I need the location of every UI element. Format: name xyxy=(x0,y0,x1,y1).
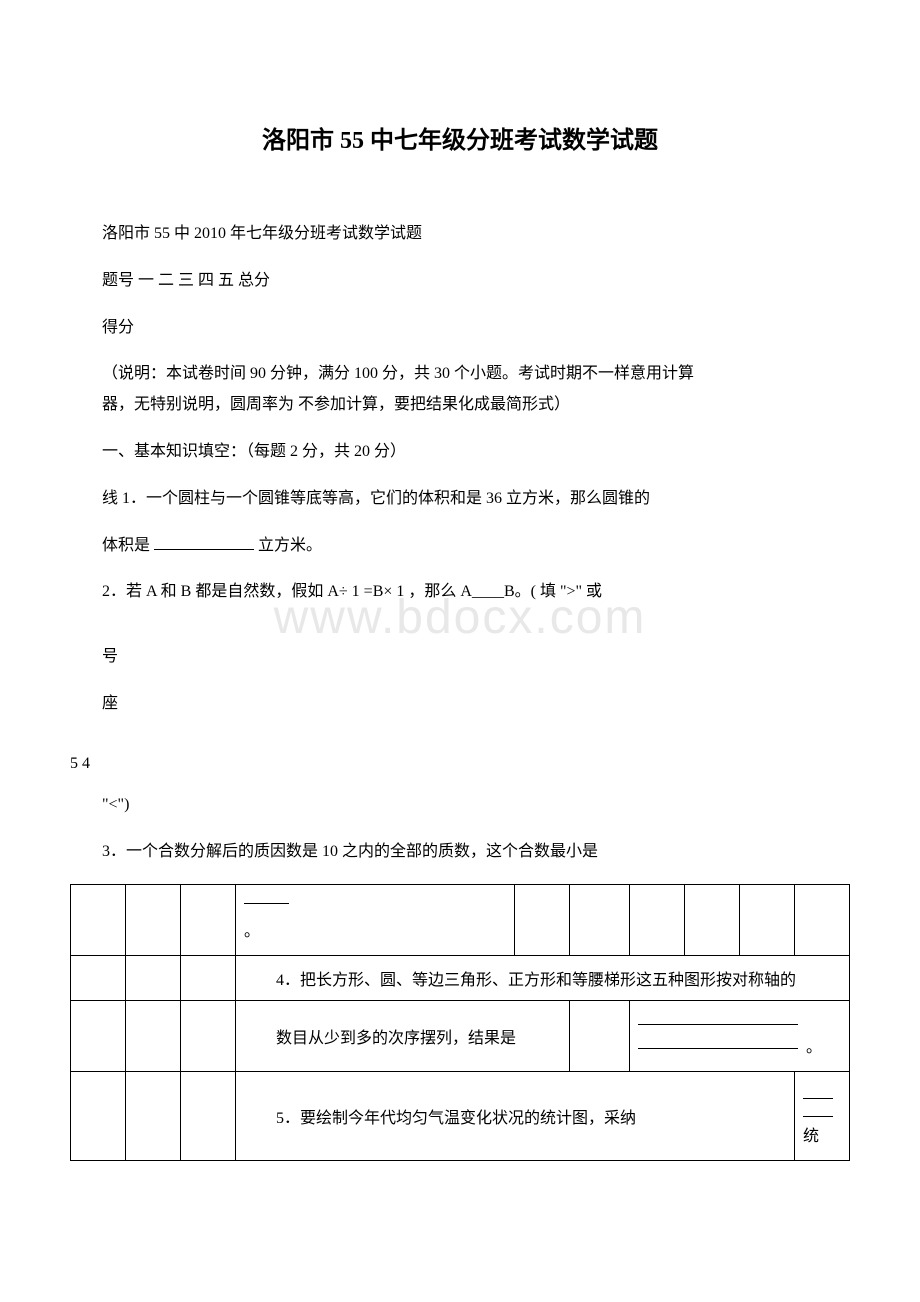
subtitle: 洛阳市 55 中 2010 年七年级分班考试数学试题 xyxy=(70,220,850,249)
table-cell-blank xyxy=(71,885,126,956)
table-cell-blank xyxy=(181,1072,236,1161)
period: 。 xyxy=(244,923,260,940)
table-cell-blank xyxy=(71,1001,126,1072)
table-cell-blank xyxy=(570,885,630,956)
q1-line2: 体积是 立方米。 xyxy=(70,532,850,561)
table-cell-q4-c: 。 xyxy=(630,1001,850,1072)
q5-blank xyxy=(803,1098,833,1099)
side-text-1: 号 xyxy=(70,643,850,672)
table-cell-q3-answer: 。 xyxy=(236,885,515,956)
table-cell-blank xyxy=(685,885,740,956)
table-cell-q5-b: 统 xyxy=(795,1072,850,1161)
q1-blank xyxy=(154,549,254,550)
table-cell-q4: 4．把长方形、圆、等边三角形、正方形和等腰梯形这五种图形按对称轴的 xyxy=(236,956,850,1001)
table-row: 5．要绘制今年代均匀气温变化状况的统计图，采纳 统 xyxy=(71,1072,850,1161)
table-cell-q4-a: 数目从少到多的次序摆列，结果是 xyxy=(236,1001,570,1072)
table-cell-blank xyxy=(181,885,236,956)
score-header: 题号 一 二 三 四 五 总分 xyxy=(70,267,850,296)
table-cell-blank xyxy=(181,1001,236,1072)
table-cell-blank xyxy=(71,956,126,1001)
instruction-line1: （说明：本试卷时间 90 分钟，满分 100 分，共 30 个小题。考试时期不一… xyxy=(70,360,850,389)
table-cell-blank xyxy=(126,1072,181,1161)
q1-line2-post: 立方米。 xyxy=(254,537,322,554)
table-cell-blank xyxy=(630,885,685,956)
table-cell-blank xyxy=(740,885,795,956)
side-text-3: 5 4 xyxy=(70,755,850,773)
document-content: 洛阳市 55 中七年级分班考试数学试题 洛阳市 55 中 2010 年七年级分班… xyxy=(70,120,850,1161)
table-row: 。 xyxy=(71,885,850,956)
table-cell-blank xyxy=(126,1001,181,1072)
q4-blank-top xyxy=(638,1024,798,1025)
section1-title: 一、基本知识填空：（每题 2 分，共 20 分） xyxy=(70,438,850,467)
q3-blank xyxy=(244,903,289,904)
q4-blank-bottom xyxy=(638,1048,798,1049)
main-title: 洛阳市 55 中七年级分班考试数学试题 xyxy=(70,120,850,155)
table-cell-q5: 5．要绘制今年代均匀气温变化状况的统计图，采纳 xyxy=(236,1072,795,1161)
table-cell-blank xyxy=(126,956,181,1001)
q1-line1: 线 1．一个圆柱与一个圆锥等底等高，它们的体积和是 36 立方米，那么圆锥的 xyxy=(70,485,850,514)
table-row: 数目从少到多的次序摆列，结果是 。 xyxy=(71,1001,850,1072)
q2-end: "<") xyxy=(70,791,850,820)
table-cell-blank xyxy=(515,885,570,956)
q2: 2．若 A 和 B 都是自然数，假如 A÷ 1 =B× 1 ，那么 A____B… xyxy=(70,578,850,607)
score-label: 得分 xyxy=(70,314,850,343)
q5-blank2 xyxy=(803,1116,833,1117)
table-cell-blank xyxy=(71,1072,126,1161)
q1-line2-pre: 体积是 xyxy=(102,537,154,554)
instruction-line2: 器，无特别说明，圆周率为 不参加计算，要把结果化成最简形式） xyxy=(70,391,850,420)
table-row: 4．把长方形、圆、等边三角形、正方形和等腰梯形这五种图形按对称轴的 xyxy=(71,956,850,1001)
table-cell-q4-b xyxy=(570,1001,630,1072)
table-cell-blank xyxy=(126,885,181,956)
question-table: 。 4．把长方形、圆、等边三角形、正方形和等腰梯形这五种图形按对称轴的 数目从少… xyxy=(70,884,850,1161)
table-cell-blank xyxy=(795,885,850,956)
q3: 3．一个合数分解后的质因数是 10 之内的全部的质数，这个合数最小是 xyxy=(70,838,850,867)
side-text-2: 座 xyxy=(70,690,850,719)
table-cell-blank xyxy=(181,956,236,1001)
